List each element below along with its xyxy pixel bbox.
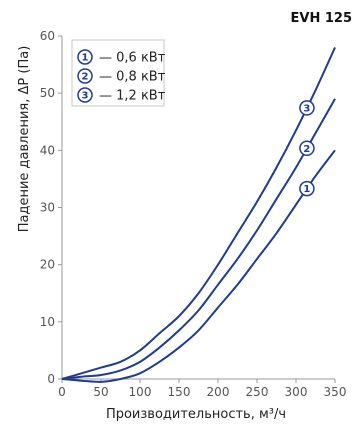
x-tick-label: 150	[168, 385, 191, 399]
series-line-3	[61, 47, 336, 380]
series-line-1	[61, 149, 336, 383]
series-markers: 1 2 3	[299, 100, 315, 197]
y-tick-label: 60	[40, 29, 55, 43]
series-marker-label-3: 3	[303, 103, 310, 114]
x-tick-label: 100	[129, 385, 152, 399]
axes: 0 50 100 150 200 250 300 350 0 10 20 30 40 50 60	[40, 29, 347, 399]
legend-marker-label-2: 2	[82, 72, 89, 83]
y-axis-title: Падение давления, ΔР (Па)	[17, 46, 32, 233]
series-marker-2	[299, 140, 315, 157]
plot-area	[61, 47, 336, 383]
legend-marker-3	[77, 87, 93, 103]
legend-marker-1	[77, 49, 93, 65]
x-tick-label: 300	[285, 385, 308, 399]
x-tick-label: 200	[207, 385, 230, 399]
x-tick-label: 250	[246, 385, 269, 399]
legend-label-3: — 1,2 кВт	[99, 89, 166, 104]
x-axis-title: Производительность, м³/ч	[106, 407, 286, 422]
y-tick-label: 10	[40, 315, 55, 329]
legend-label-2: — 0,8 кВт	[99, 70, 166, 85]
y-tick-label: 40	[40, 143, 55, 157]
chart-title: EVH 125	[291, 11, 352, 26]
y-tick-label: 0	[47, 372, 55, 386]
series-marker-3	[299, 100, 315, 116]
legend-marker-2	[77, 68, 93, 84]
x-tick-label: 50	[93, 385, 108, 399]
legend-label-1: — 0,6 кВт	[99, 51, 166, 66]
series-marker-1	[299, 180, 315, 197]
legend: 1 — 0,6 кВт 2 — 0,8 кВт 3 — 1,2 кВт	[71, 39, 166, 107]
x-tick-label: 0	[58, 385, 66, 399]
y-tick-label: 50	[40, 86, 55, 100]
series-marker-label-1: 1	[303, 184, 310, 195]
series-marker-label-2: 2	[303, 144, 310, 155]
y-tick-label: 20	[40, 258, 55, 272]
y-tick-label: 30	[40, 201, 55, 215]
legend-marker-label-1: 1	[82, 53, 89, 64]
x-tick-label: 350	[324, 385, 347, 399]
legend-marker-label-3: 3	[82, 91, 89, 102]
series-line-2	[61, 98, 336, 380]
